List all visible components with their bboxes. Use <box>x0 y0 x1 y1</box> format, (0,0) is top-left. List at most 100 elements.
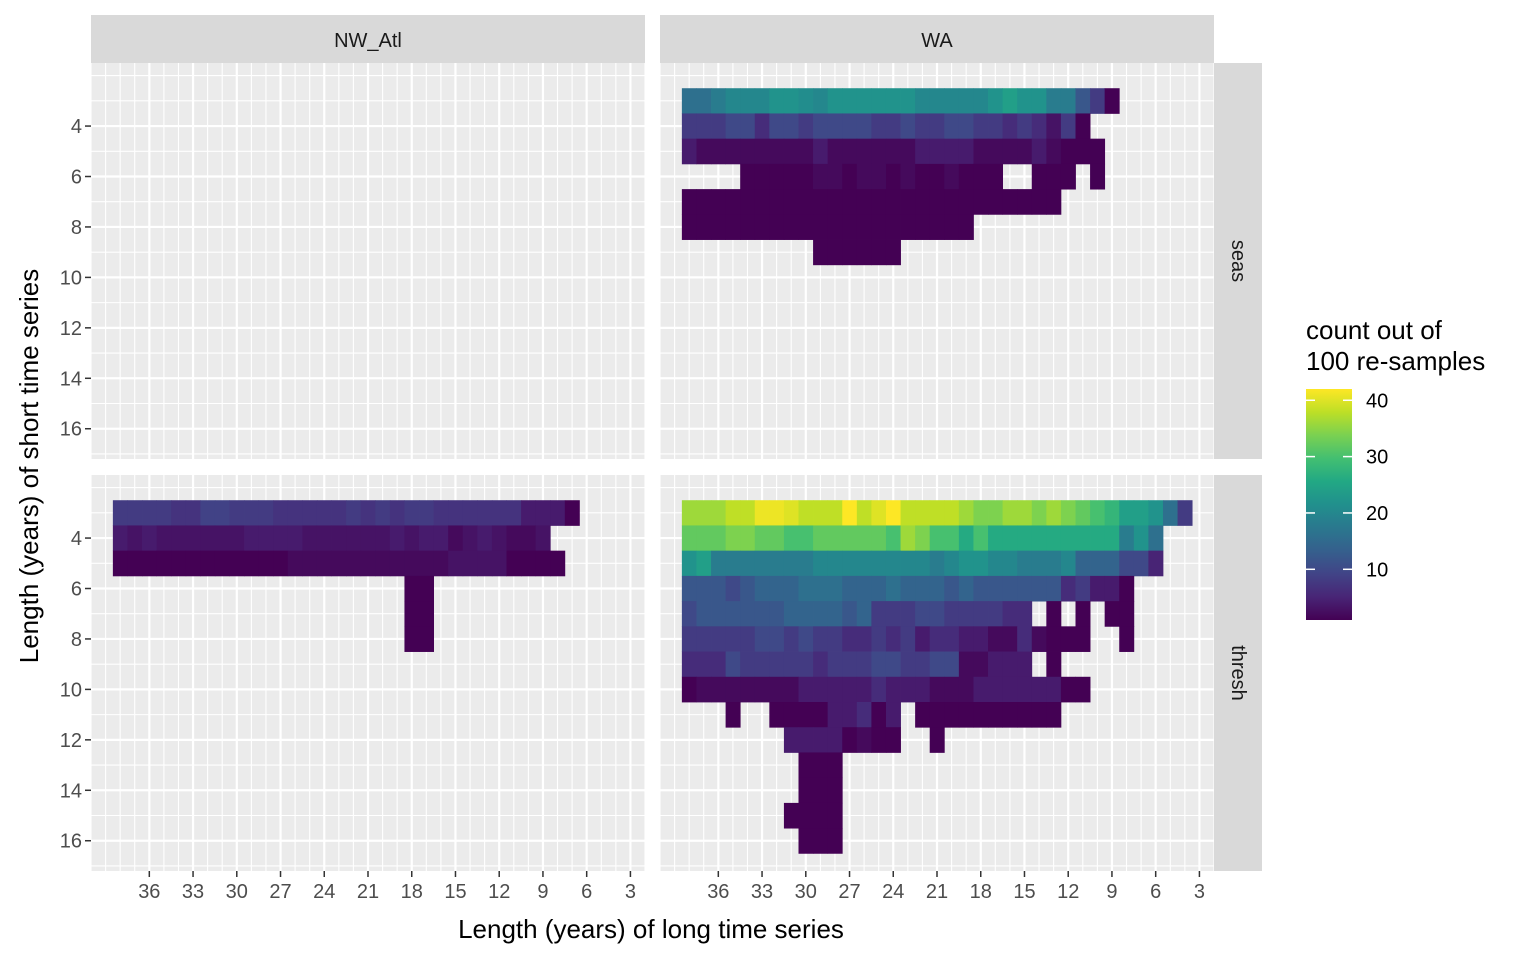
heatmap-cell <box>944 88 960 114</box>
heatmap-cell <box>856 113 872 140</box>
heatmap-cell <box>302 500 318 526</box>
heatmap-cell <box>1017 113 1033 140</box>
strip-label: NW_Atl <box>334 30 402 52</box>
heatmap-panel-wa-thresh <box>681 500 1193 854</box>
strip-label: WA <box>921 30 953 52</box>
heatmap-cell <box>112 500 128 526</box>
heatmap-cell <box>185 525 201 552</box>
heatmap-cell <box>1031 189 1047 215</box>
heatmap-cell <box>1133 500 1149 526</box>
heatmap-cell <box>885 214 901 240</box>
heatmap-cell <box>1002 189 1018 215</box>
heatmap-cell <box>842 88 858 114</box>
heatmap-cell <box>885 163 901 190</box>
heatmap-cell <box>915 163 931 190</box>
heatmap-cell <box>769 550 785 577</box>
heatmap-cell <box>988 525 1004 552</box>
heatmap-cell <box>871 550 887 577</box>
heatmap-cell <box>958 550 974 577</box>
heatmap-cell <box>740 189 756 215</box>
heatmap-cell <box>1031 626 1047 652</box>
heatmap-cell <box>331 525 347 552</box>
heatmap-cell <box>798 550 814 577</box>
heatmap-cell <box>725 88 741 114</box>
x-tick-label: 24 <box>313 881 335 903</box>
heatmap-cell <box>1133 550 1149 577</box>
x-tick-label: 33 <box>182 881 204 903</box>
heatmap-cell <box>856 189 872 215</box>
heatmap-cell <box>988 189 1004 215</box>
heatmap-cell <box>958 601 974 627</box>
heatmap-cell <box>900 88 916 114</box>
heatmap-cell <box>900 550 916 577</box>
heatmap-cell <box>783 500 799 526</box>
heatmap-cell <box>856 550 872 577</box>
heatmap-cell <box>885 88 901 114</box>
heatmap-cell <box>915 214 931 240</box>
heatmap-cell <box>842 163 858 190</box>
legend-tick-label: 40 <box>1366 390 1388 412</box>
heatmap-cell <box>754 163 770 190</box>
heatmap-cell <box>477 525 493 552</box>
heatmap-cell <box>769 676 785 703</box>
heatmap-cell <box>725 113 741 140</box>
heatmap-cell <box>754 214 770 240</box>
heatmap-cell <box>681 189 697 215</box>
heatmap-cell <box>419 500 435 526</box>
heatmap-cell <box>900 575 916 602</box>
heatmap-cell <box>696 113 712 140</box>
heatmap-cell <box>740 163 756 190</box>
heatmap-cell <box>944 214 960 240</box>
heatmap-cell <box>973 651 989 678</box>
heatmap-cell <box>885 601 901 627</box>
heatmap-cell <box>783 88 799 114</box>
heatmap-cell <box>783 138 799 165</box>
heatmap-cell <box>885 626 901 652</box>
heatmap-cell <box>871 88 887 114</box>
heatmap-cell <box>798 727 814 753</box>
heatmap-cell <box>827 651 843 678</box>
heatmap-cell <box>448 550 464 577</box>
heatmap-cell <box>929 702 945 728</box>
heatmap-cell <box>1119 626 1135 652</box>
heatmap-cell <box>491 500 507 526</box>
heatmap-cell <box>1002 525 1018 552</box>
heatmap-cell <box>827 575 843 602</box>
heatmap-cell <box>958 500 974 526</box>
heatmap-cell <box>754 601 770 627</box>
heatmap-cell <box>783 575 799 602</box>
heatmap-cell <box>842 601 858 627</box>
heatmap-cell <box>448 525 464 552</box>
strip-background <box>1214 63 1262 459</box>
heatmap-cell <box>856 601 872 627</box>
heatmap-cell <box>229 525 245 552</box>
heatmap-cell <box>856 702 872 728</box>
heatmap-cell <box>1060 500 1076 526</box>
heatmap-cell <box>783 525 799 552</box>
y-tick-label: 6 <box>71 167 82 189</box>
heatmap-cell <box>681 575 697 602</box>
heatmap-cell <box>885 500 901 526</box>
heatmap-cell <box>958 163 974 190</box>
heatmap-cell <box>958 189 974 215</box>
heatmap-cell <box>1090 500 1106 526</box>
heatmap-cell <box>754 550 770 577</box>
x-tick-label: 21 <box>926 881 948 903</box>
heatmap-cell <box>973 88 989 114</box>
y-tick-label: 8 <box>71 217 82 239</box>
heatmap-cell <box>958 626 974 652</box>
x-tick-label: 3 <box>1194 881 1205 903</box>
x-tick-label: 30 <box>795 881 817 903</box>
heatmap-cell <box>944 138 960 165</box>
heatmap-cell <box>696 525 712 552</box>
heatmap-cell <box>856 525 872 552</box>
heatmap-cell <box>740 525 756 552</box>
heatmap-cell <box>813 727 829 753</box>
heatmap-cell <box>827 802 843 829</box>
heatmap-cell <box>696 189 712 215</box>
heatmap-cell <box>798 138 814 165</box>
heatmap-cell <box>725 550 741 577</box>
heatmap-panel-nw-atl-thresh <box>112 500 580 652</box>
heatmap-cell <box>696 550 712 577</box>
heatmap-cell <box>535 500 551 526</box>
